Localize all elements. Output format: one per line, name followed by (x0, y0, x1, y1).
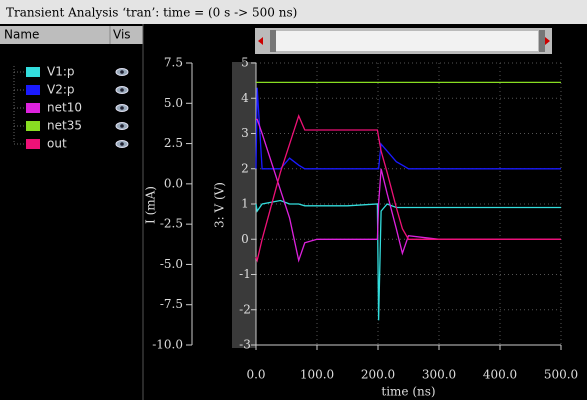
column-header: Vis (113, 28, 131, 42)
eye-pupil (120, 70, 124, 74)
y2-tick-label: 4 (241, 91, 249, 105)
panel-header (0, 26, 143, 44)
y2-tick-label: -3 (239, 338, 251, 352)
x-tick-label: 200.0 (361, 368, 395, 382)
legend-swatch (26, 85, 40, 95)
series-line (255, 199, 561, 321)
legend-swatch (26, 103, 40, 113)
y-tick-label: -2.5 (160, 217, 183, 231)
scroll-left[interactable] (258, 37, 263, 45)
scroll-right[interactable] (545, 37, 550, 45)
x-tick-label: 400.0 (483, 368, 517, 382)
y-tick-label: 5.0 (164, 96, 183, 110)
x-tick-label: 500.0 (544, 368, 578, 382)
y-tick-label: 2.5 (164, 136, 183, 150)
y-tick-label: 0.0 (164, 176, 183, 190)
legend-swatch (26, 121, 40, 131)
eye-pupil (120, 106, 124, 110)
y-tick-label: -5.0 (160, 257, 183, 271)
legend-label: out (47, 137, 67, 151)
y2-tick-label: -2 (239, 302, 251, 316)
y-tick-label: -7.5 (160, 297, 183, 311)
overview-handle[interactable] (270, 30, 276, 52)
y2-tick-label: -1 (239, 267, 251, 281)
y-tick-label: -10.0 (152, 338, 183, 352)
y-tick-label: 7.5 (164, 56, 183, 70)
overview-handle[interactable] (539, 30, 545, 52)
y2-tick-label: 3 (241, 126, 249, 140)
x-tick-label: 100.0 (300, 368, 334, 382)
y2-axis-label: 3: V (V) (213, 182, 227, 228)
legend-label: V1:p (47, 65, 75, 79)
legend-label: V2:p (47, 83, 75, 97)
title-bar (0, 0, 587, 24)
eye-pupil (120, 88, 124, 92)
y2-tick-label: 5 (241, 56, 249, 70)
signal-panel (0, 24, 143, 400)
series-line (255, 114, 561, 263)
y2-tick-label: 1 (241, 197, 249, 211)
series-line (255, 87, 561, 170)
series-line (256, 118, 561, 263)
legend-swatch (26, 139, 40, 149)
legend-swatch (26, 67, 40, 77)
x-tick-label: 0.0 (246, 368, 265, 382)
y2-tick-label: 0 (241, 232, 249, 246)
legend-label: net35 (47, 119, 82, 133)
y2-axis-band (232, 62, 256, 348)
eye-pupil (120, 124, 124, 128)
plot-window (148, 24, 587, 400)
x-tick-label: 300.0 (422, 368, 456, 382)
eye-pupil (120, 142, 124, 146)
x-axis-label: time (ns) (381, 385, 435, 399)
window-title: Transient Analysis ‘tran’: time = (0 s -… (6, 6, 297, 20)
overview-window (276, 31, 538, 51)
legend-label: net10 (47, 101, 82, 115)
column-header: Name (4, 28, 39, 42)
y-axis-label: I (mA) (144, 186, 158, 224)
y2-tick-label: 2 (241, 161, 249, 175)
